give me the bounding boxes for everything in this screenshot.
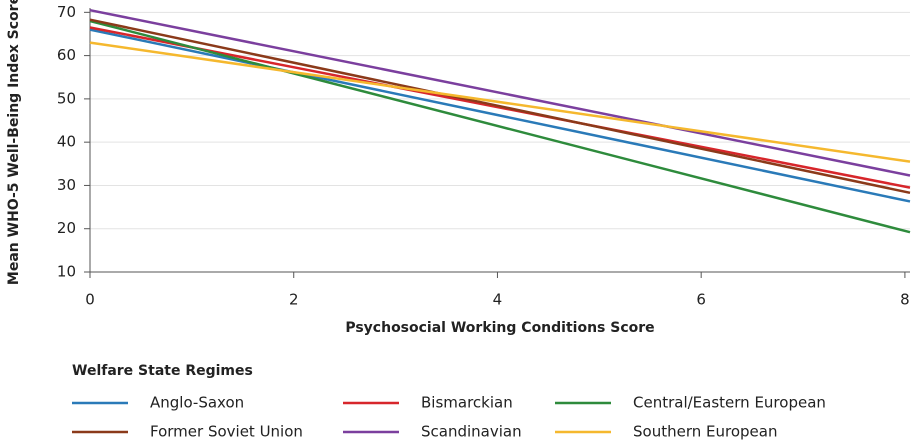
y-tick-label: 40 — [57, 133, 76, 151]
x-axis-title: Psychosocial Working Conditions Score — [345, 320, 654, 336]
y-tick-label: 20 — [57, 219, 76, 237]
y-tick-label: 60 — [57, 46, 76, 64]
y-tick-label: 70 — [57, 3, 76, 21]
series-line — [89, 41, 911, 163]
legend-label: Bismarckian — [421, 394, 513, 412]
legend-label: Southern European — [633, 423, 777, 441]
x-tick-label: 0 — [85, 291, 95, 309]
y-tick-label: 10 — [57, 263, 76, 281]
series-line — [89, 18, 911, 195]
y-tick-label: 50 — [57, 89, 76, 107]
y-axis-title: Mean WHO-5 Well-Being Index Score — [6, 0, 22, 285]
series-line — [89, 8, 911, 177]
legend-label: Former Soviet Union — [150, 423, 303, 441]
x-tick-label: 8 — [900, 291, 910, 309]
legend-label: Scandinavian — [421, 423, 522, 441]
legend-label: Central/Eastern European — [633, 394, 826, 412]
series-line — [89, 19, 911, 234]
x-tick-label: 4 — [493, 291, 503, 309]
series-line — [89, 28, 911, 203]
series-line — [89, 26, 911, 189]
x-tick-label: 6 — [696, 291, 706, 309]
legend-title: Welfare State Regimes — [72, 363, 253, 379]
x-tick-label: 2 — [289, 291, 299, 309]
y-tick-label: 30 — [57, 176, 76, 194]
legend-label: Anglo-Saxon — [150, 394, 244, 412]
